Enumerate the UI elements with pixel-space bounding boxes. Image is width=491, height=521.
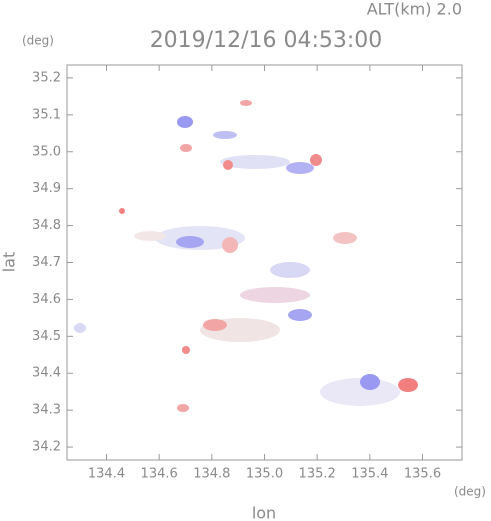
y-tick-label: 34.2 [32,440,61,455]
echo [177,404,189,412]
echo [286,162,314,174]
echo [203,319,227,331]
y-tick-label: 34.7 [32,255,61,270]
y-tick-label: 35.1 [32,107,61,122]
x-unit: (deg) [454,485,486,499]
x-tick-label: 134.4 [88,467,125,482]
y-tick-label: 34.9 [32,181,61,196]
echo [134,231,166,241]
y-tick-label: 35.0 [32,144,61,159]
echo [182,346,190,354]
x-tick-label: 134.6 [141,467,178,482]
echo [333,232,357,244]
plot-frame [66,64,463,461]
x-tick-label: 134.8 [193,467,230,482]
echo [119,208,125,214]
altitude-label: ALT(km) 2.0 [367,0,462,19]
echo [288,309,312,321]
chart-title: 2019/12/16 04:53:00 [150,28,383,53]
echo [320,378,400,406]
echo [310,154,322,166]
y-tick-label: 34.4 [32,366,61,381]
echo [220,155,290,169]
y-tick-label: 34.3 [32,403,61,418]
y-axis-label: lat [0,252,19,273]
echo [240,100,252,106]
echo-field [74,100,418,412]
echo [74,323,86,333]
echo [398,378,418,392]
y-tick-label: 34.5 [32,329,61,344]
echo [240,287,310,303]
x-tick-label: 135.2 [299,467,336,482]
echo [176,236,204,248]
x-tick-label: 135.0 [246,467,283,482]
echo [177,116,193,128]
y-unit: (deg) [22,34,54,48]
echo [270,262,310,278]
echo [360,374,380,390]
x-tick-label: 135.6 [404,467,441,482]
y-tick-label: 35.2 [32,70,61,85]
y-tick-label: 34.6 [32,292,61,307]
y-tick-label: 34.8 [32,218,61,233]
echo [223,160,233,170]
x-tick-label: 135.4 [351,467,388,482]
echo [222,237,238,253]
echo [180,144,192,152]
x-axis-label: lon [252,504,276,521]
echo [213,131,237,139]
